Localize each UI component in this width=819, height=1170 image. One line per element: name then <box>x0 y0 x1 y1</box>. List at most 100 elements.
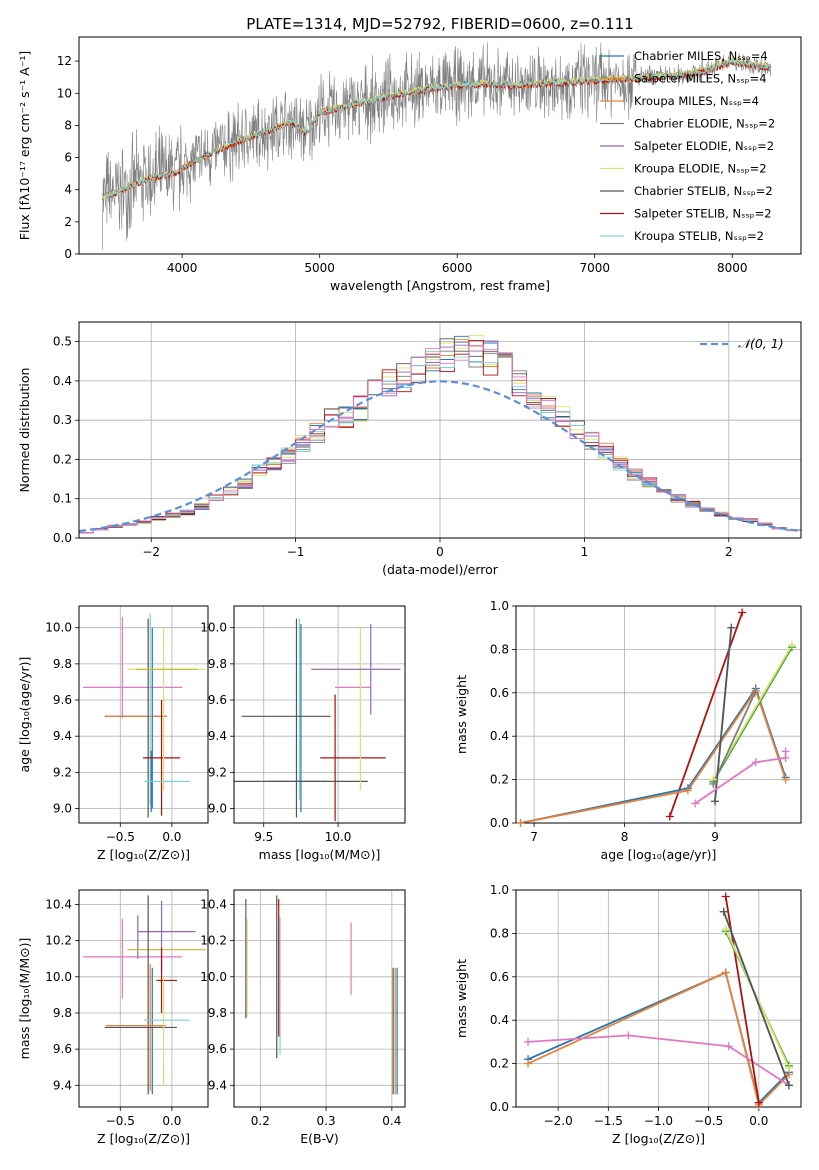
age_vs_Z-ylabel: age [log₁₀(age/yr)] <box>17 657 32 773</box>
age_vs_Z-ytick-label: 9.4 <box>53 729 72 743</box>
spectrum-ylabel: Flux [fλ10⁻¹⁷ erg cm⁻² s⁻¹ A⁻¹] <box>17 51 32 240</box>
weight_vs_Z-point <box>524 1059 533 1068</box>
legend-label: Salpeter ELODIE, Nₛₛₚ=2 <box>634 139 774 153</box>
age_vs_mass-marks <box>234 618 401 822</box>
residuals-xtick-label: 0 <box>436 545 444 559</box>
spectrum-ytick-label: 2 <box>64 215 72 229</box>
age_vs_mass-ytick-label: 9.2 <box>208 765 227 779</box>
weight_vs_Z-ylabel: mass weight <box>454 959 469 1038</box>
legend-label: Kroupa ELODIE, Nₛₛₚ=2 <box>634 162 767 176</box>
spectrum-xtick-label: 6000 <box>442 261 473 275</box>
weight_vs_age-frame <box>515 605 802 824</box>
weight_vs_Z-series-line <box>722 911 790 1086</box>
weight_vs_Z-xlabel: Z [log₁₀(Z/Z⊙)] <box>612 1131 705 1146</box>
mass_vs_Z-ytick-label: 9.4 <box>53 1078 72 1092</box>
age_vs_Z-xtick-label: −0.5 <box>106 830 135 844</box>
age_vs_mass-xtick-label: 10.0 <box>325 830 352 844</box>
weight_vs_age-point <box>738 608 747 617</box>
weight_vs_age-point <box>516 819 525 827</box>
weight_vs_age-ylabel: mass weight <box>454 675 469 754</box>
legend-label: Chabrier STELIB, Nₛₛₚ=2 <box>634 184 773 198</box>
residuals-ytick-label: 0.5 <box>53 335 72 349</box>
age_vs_Z-ytick-label: 9.2 <box>53 765 72 779</box>
residuals-ytick-label: 0.1 <box>53 492 72 506</box>
residuals-ytick-label: 0.4 <box>53 374 72 388</box>
legend-label: Salpeter MILES, Nₛₛₚ=4 <box>634 72 767 86</box>
weight_vs_Z-xtick-label: −1.5 <box>594 1114 623 1128</box>
mass_vs_ebv-ytick-label: 10.2 <box>200 934 227 948</box>
mass_vs_ebv-xtick-label: 0.4 <box>382 1114 401 1128</box>
mass_vs_Z-ylabel: mass [log₁₀(M/M⊙)] <box>17 938 32 1060</box>
mass_vs_ebv-ytick-label: 9.8 <box>208 1006 227 1020</box>
residuals-ytick-label: 0.0 <box>53 531 72 545</box>
weight_vs_Z-ytick-label: 1.0 <box>490 883 509 897</box>
weight_vs_age-series-line <box>712 646 793 783</box>
residuals-xtick-label: 1 <box>581 545 589 559</box>
mass_vs_ebv-axes: 0.2 0.3 0.4 9.4 9.6 9.8 10.0 10.2 10.4 E(B-V) <box>200 889 406 1146</box>
weight_vs_Z-xtick-label: −2.0 <box>544 1114 573 1128</box>
age_vs_Z-ytick-label: 10.0 <box>45 621 72 635</box>
weight_vs_age-ytick-label: 0.0 <box>490 816 509 830</box>
weight_vs_age-point <box>727 623 736 632</box>
mass_vs_Z-marks <box>83 895 206 1095</box>
weight_vs_age-point <box>751 758 760 767</box>
age_vs_Z-axes: −0.5 0.0 9.0 9.2 9.4 9.6 9.8 10.0 Z [log₁₀(Z/Z⊙)… <box>17 605 209 862</box>
residuals-xlabel: (data-model)/error <box>382 562 499 577</box>
age_vs_Z-ytick-label: 9.6 <box>53 693 72 707</box>
weight_vs_age-series-line <box>520 688 787 823</box>
weight_vs_age-point <box>750 688 759 697</box>
histogram-pink <box>79 345 801 538</box>
weight_vs_Z-point <box>524 1037 533 1046</box>
mass_vs_ebv-frame <box>233 889 406 1108</box>
legend-label: Chabrier ELODIE, Nₛₛₚ=2 <box>634 117 775 131</box>
weight_vs_Z-xtick-label: 0.0 <box>749 1114 768 1128</box>
age_vs_Z-xlabel: Z [log₁₀(Z/Z⊙)] <box>97 847 190 862</box>
residuals-axes: −2 −1 0 1 2 0.0 0.1 0.2 0.3 0.4 0.5 (data-model)/er… <box>17 321 802 577</box>
weight_vs_Z-point <box>721 925 730 934</box>
weight_vs_age-series-line <box>714 627 733 802</box>
spectrum-ytick-label: 8 <box>64 118 72 132</box>
weight_vs_Z-marks <box>527 896 790 1107</box>
weight_vs_age-ytick-label: 1.0 <box>490 599 509 613</box>
weight_vs_age-xtick-label: 7 <box>530 830 538 844</box>
weight_vs_Z-xtick-label: −0.5 <box>694 1114 723 1128</box>
mass_vs_Z-ytick-label: 9.8 <box>53 1006 72 1020</box>
weight_vs_age-point <box>691 799 700 808</box>
weight_vs_Z-point <box>719 907 728 916</box>
age_vs_mass-ytick-label: 10.0 <box>200 621 227 635</box>
weight_vs_age-axes: 7 8 9 0.0 0.2 0.4 0.6 0.8 1.0 age [log₁₀(age/yr)]… <box>454 599 802 862</box>
figure-title: PLATE=1314, MJD=52792, FIBERID=0600, z=0… <box>246 15 633 33</box>
age_vs_Z-xtick-label: 0.0 <box>162 830 181 844</box>
residuals-xtick-label: 2 <box>725 545 733 559</box>
mass_vs_ebv-ytick-label: 10.4 <box>200 897 227 911</box>
weight_vs_age-series-line <box>712 692 756 785</box>
residuals-ytick-label: 0.3 <box>53 413 72 427</box>
spectrum-ytick-label: 12 <box>57 54 72 68</box>
spectrum-ytick-label: 0 <box>64 247 72 261</box>
weight_vs_Z-point <box>724 1042 733 1051</box>
weight_vs_age-ytick-label: 0.4 <box>490 729 509 743</box>
weight_vs_age-point <box>781 747 790 756</box>
mass_vs_ebv-xtick-label: 0.3 <box>317 1114 336 1128</box>
age_vs_mass-ytick-label: 9.4 <box>208 729 227 743</box>
mass_vs_Z-ytick-label: 10.0 <box>45 970 72 984</box>
weight_vs_Z-point <box>784 1063 793 1072</box>
residuals-ylabel: Normed distribution <box>17 368 32 493</box>
mass_vs_Z-ytick-label: 10.2 <box>45 934 72 948</box>
weight_vs_age-xtick-label: 9 <box>711 830 719 844</box>
weight_vs_Z-ytick-label: 0.8 <box>490 926 509 940</box>
legend-label: Chabrier MILES, Nₛₛₚ=4 <box>634 49 768 63</box>
age_vs_Z-ytick-label: 9.0 <box>53 802 72 816</box>
weight_vs_Z-xtick-label: −1.0 <box>644 1114 673 1128</box>
weight_vs_age-ytick-label: 0.8 <box>490 642 509 656</box>
weight_vs_Z-ytick-label: 0.4 <box>490 1013 509 1027</box>
weight_vs_Z-axes: −2.0 −1.5 −1.0 −0.5 0.0 0.0 0.2 0.4 0.6 0.8 1.0 Z [… <box>454 883 802 1146</box>
weight_vs_age-point <box>711 797 720 806</box>
plot-area: 4000 5000 6000 7000 8000024681012wavelength … <box>17 36 802 1146</box>
spectrum-ytick-label: 6 <box>64 151 72 165</box>
age_vs_mass-frame <box>233 605 406 824</box>
age_vs_Z-frame <box>78 605 209 824</box>
age_vs_mass-xtick-label: 9.5 <box>254 830 273 844</box>
mass_vs_Z-ytick-label: 9.6 <box>53 1042 72 1056</box>
